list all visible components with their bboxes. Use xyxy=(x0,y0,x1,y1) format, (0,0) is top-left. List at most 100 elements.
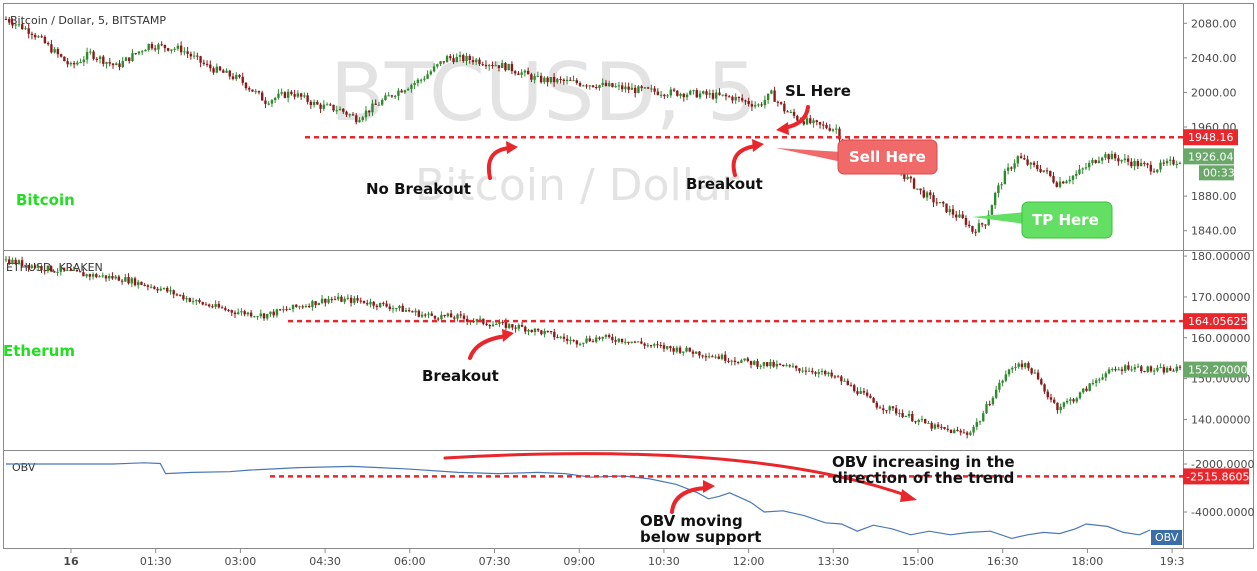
candle-body xyxy=(160,44,163,46)
candle-body xyxy=(763,100,767,106)
candle-body xyxy=(8,259,11,264)
candle-body xyxy=(526,70,530,75)
candle-body xyxy=(685,94,689,98)
candle-body xyxy=(498,321,501,325)
candle-body xyxy=(196,55,199,57)
candle-body xyxy=(698,351,701,356)
candle-body xyxy=(682,351,685,353)
btc-breakout-label: Breakout xyxy=(686,175,763,193)
candle-body xyxy=(424,314,427,316)
candle-body xyxy=(721,94,724,96)
candle-body xyxy=(1026,159,1029,165)
candle-body xyxy=(249,312,253,317)
candle-body xyxy=(552,77,556,83)
candle-body xyxy=(309,101,313,106)
candle-body xyxy=(202,62,206,64)
candle-body xyxy=(1023,363,1027,368)
candle-body xyxy=(624,86,627,90)
candle-body xyxy=(753,105,757,107)
candle-body xyxy=(423,78,426,80)
candle-body xyxy=(730,360,733,362)
candle-body xyxy=(314,301,317,306)
btc-last-tag-label: 1926.04 xyxy=(1188,150,1234,163)
etherum-pane-label: Etherum xyxy=(3,342,75,360)
candle-body xyxy=(118,63,121,68)
candle-body xyxy=(233,312,237,315)
candle-body xyxy=(953,430,956,434)
candle-body xyxy=(141,51,144,53)
candle-body xyxy=(471,60,475,63)
candle-body xyxy=(37,36,40,38)
candle-body xyxy=(507,324,511,328)
candle-body xyxy=(775,363,779,367)
sell-here-callout: Sell Here xyxy=(776,139,938,175)
candle-body xyxy=(724,94,728,97)
candle-body xyxy=(49,265,53,272)
candle-body xyxy=(611,337,614,341)
candle-body xyxy=(964,218,968,225)
candle-body xyxy=(304,305,308,307)
candle-body xyxy=(46,43,50,45)
candle-body xyxy=(627,86,630,90)
candle-body xyxy=(949,429,953,434)
candle-body xyxy=(205,63,209,65)
candle-body xyxy=(530,329,533,333)
btc-last-tag-bg xyxy=(1183,148,1234,165)
candle-body xyxy=(991,397,995,405)
candle-body xyxy=(788,365,791,367)
candle-body xyxy=(72,62,76,65)
candle-body xyxy=(1065,181,1068,184)
candle-body xyxy=(891,406,895,409)
x-tick-label: 15:00 xyxy=(902,555,934,568)
candle-body xyxy=(442,61,446,63)
candle-body xyxy=(1152,370,1156,372)
candle-body xyxy=(465,55,468,62)
candle-body xyxy=(21,24,24,30)
candle-body xyxy=(449,56,452,59)
candle-body xyxy=(1107,154,1110,160)
eth-support-tag-bg xyxy=(1183,313,1247,330)
candle-body xyxy=(481,64,484,66)
candle-body xyxy=(166,48,170,51)
candle-body xyxy=(789,111,793,113)
candle-body xyxy=(267,103,270,105)
candle-body xyxy=(578,343,582,345)
candle-body xyxy=(299,93,303,97)
candle-body xyxy=(301,306,304,308)
candle-body xyxy=(40,266,43,271)
candle-body xyxy=(282,309,285,311)
candle-body xyxy=(128,57,131,62)
tp-here-callout: TP Here xyxy=(972,201,1113,239)
candle-body xyxy=(846,380,849,386)
candle-body xyxy=(1088,383,1091,391)
candle-body xyxy=(298,306,301,308)
candle-body xyxy=(1098,379,1101,381)
candle-body xyxy=(744,100,747,102)
candle-body xyxy=(286,91,290,98)
candle-body xyxy=(962,432,966,434)
candle-body xyxy=(311,301,314,308)
candle-body xyxy=(663,94,666,97)
candle-body xyxy=(718,92,721,95)
candle-body xyxy=(1042,170,1045,172)
x-tick-label: 01:30 xyxy=(140,555,172,568)
obv-trend-label-line-1: OBV increasing in the xyxy=(832,453,1015,471)
candle-body xyxy=(111,275,114,279)
annotation-arrowheads xyxy=(502,122,917,502)
candle-body xyxy=(430,313,433,316)
candle-body xyxy=(769,361,772,367)
candle-body xyxy=(646,87,650,89)
candle-body xyxy=(802,121,806,125)
candle-body xyxy=(215,66,219,73)
candle-body xyxy=(172,290,175,295)
candle-body xyxy=(620,338,624,342)
candle-body xyxy=(1175,163,1178,165)
candle-body xyxy=(650,88,653,90)
candle-body xyxy=(546,77,549,83)
y-tick-label: 2000.00 xyxy=(1191,86,1237,99)
candle-body xyxy=(345,111,348,115)
candle-body xyxy=(456,314,459,319)
candle-body xyxy=(312,101,316,106)
candle-body xyxy=(1136,160,1140,167)
candle-body xyxy=(452,58,455,63)
